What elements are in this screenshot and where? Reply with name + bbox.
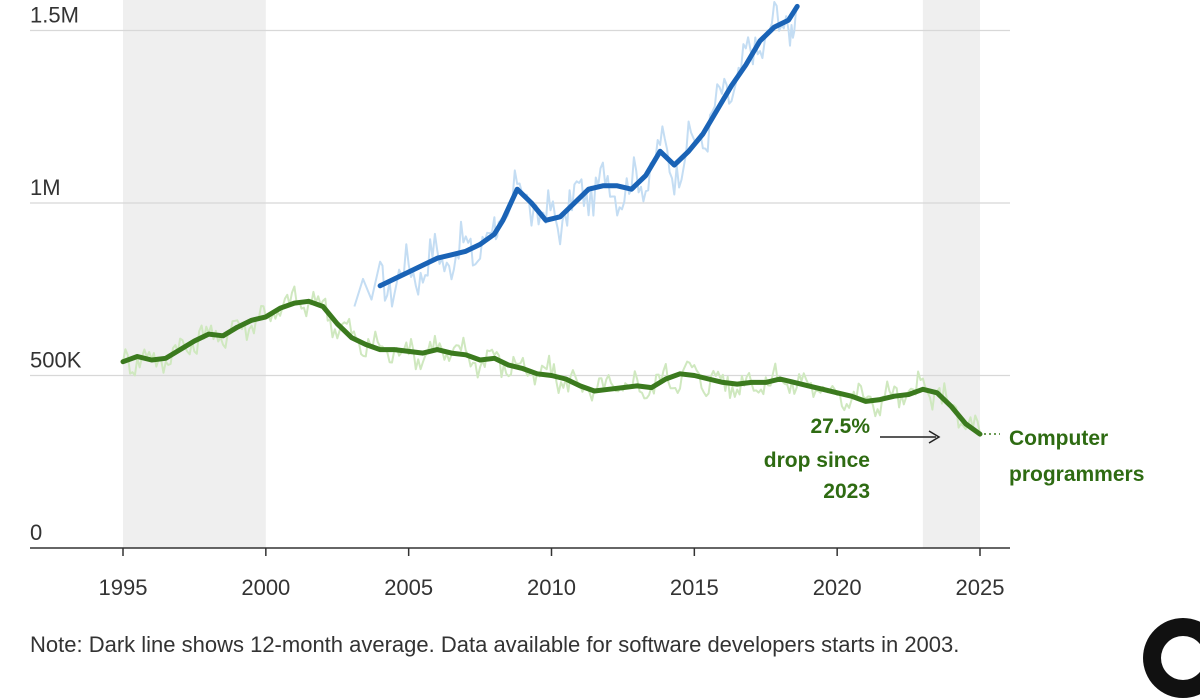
- drop-annotation-line-3: 2023: [823, 480, 870, 503]
- drop-annotation-line-1: 27.5%: [810, 415, 870, 438]
- y-tick-label-0: 1.5M: [30, 3, 79, 28]
- drop-arrow-head: [928, 430, 941, 444]
- x-tick-label-5: 2020: [813, 575, 862, 600]
- series-label-line-1: Computer: [1009, 427, 1108, 450]
- series-label-programmers: Computer programmers: [984, 427, 1144, 486]
- series-line-1: [120, 298, 983, 437]
- shaded-period-1: [922, 0, 980, 548]
- x-tick-label-1: 2000: [241, 575, 290, 600]
- raw-line-series-0: [353, 1, 799, 308]
- gridlines: [30, 29, 1010, 377]
- series-line-0: [377, 3, 800, 289]
- y-axis-labels: 1.5M 1M 500K 0: [30, 3, 82, 546]
- series-lines: [120, 3, 983, 437]
- y-tick-label-2: 500K: [30, 348, 82, 373]
- shaded-period-0: [123, 0, 266, 548]
- x-axis-labels: 1995 2000 2005 2010 2015 2020 2025: [99, 575, 1005, 600]
- drop-annotation: 27.5% drop since 2023: [764, 415, 941, 503]
- y-tick-label-1: 1M: [30, 175, 61, 200]
- series-label-line-2: programmers: [1009, 463, 1144, 486]
- x-tick-label-0: 1995: [99, 575, 148, 600]
- x-tick-label-2: 2005: [384, 575, 433, 600]
- x-axis: [30, 547, 1010, 556]
- chart-note: Note: Dark line shows 12-month average. …: [30, 632, 960, 657]
- chart: 1.5M 1M 500K 0 1995 2000 2005 2010 2015 2020 2025…: [30, 0, 1144, 600]
- x-tick-label-6: 2025: [956, 575, 1005, 600]
- drop-annotation-line-2: drop since: [764, 449, 870, 472]
- y-tick-label-3: 0: [30, 520, 42, 545]
- shaded-periods: [123, 0, 980, 548]
- x-tick-label-4: 2015: [670, 575, 719, 600]
- x-tick-label-3: 2010: [527, 575, 576, 600]
